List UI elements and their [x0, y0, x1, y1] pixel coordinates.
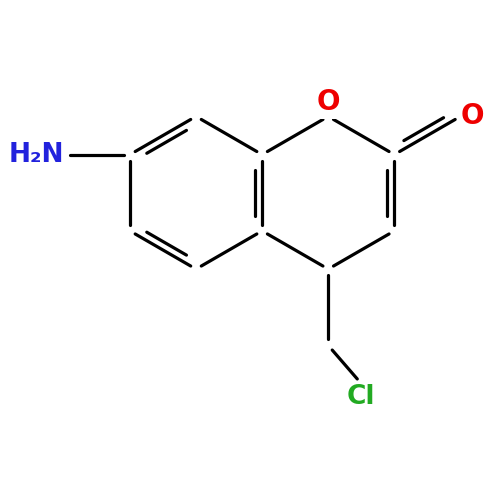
Text: H₂N: H₂N [8, 142, 64, 168]
Text: Cl: Cl [347, 384, 376, 409]
Text: O: O [316, 88, 340, 117]
Text: O: O [460, 102, 484, 130]
